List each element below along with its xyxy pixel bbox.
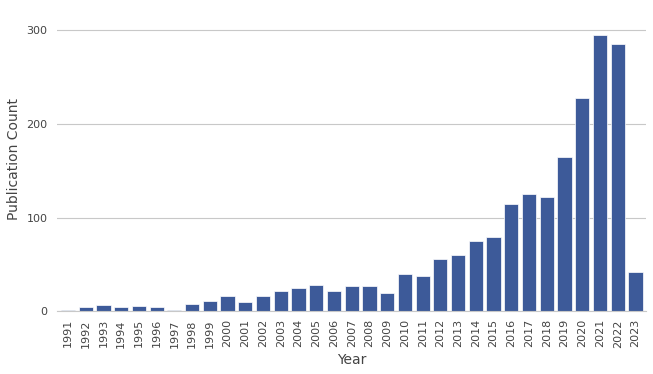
Bar — [78, 307, 93, 312]
Bar — [486, 236, 501, 312]
Bar — [238, 302, 253, 312]
Bar — [132, 306, 146, 312]
Bar — [150, 307, 164, 312]
Bar — [628, 272, 643, 312]
Bar — [469, 241, 483, 312]
Bar — [114, 307, 128, 312]
Bar — [345, 286, 358, 312]
Bar — [309, 285, 323, 312]
Bar — [593, 35, 607, 312]
Bar — [415, 276, 430, 312]
Bar — [398, 274, 412, 312]
Y-axis label: Publication Count: Publication Count — [7, 98, 21, 220]
X-axis label: Year: Year — [337, 353, 366, 367]
Bar — [362, 286, 377, 312]
Bar — [522, 194, 536, 312]
Bar — [575, 98, 589, 312]
Bar — [221, 295, 234, 312]
Bar — [504, 204, 518, 312]
Bar — [185, 304, 199, 312]
Bar — [256, 295, 270, 312]
Bar — [61, 310, 75, 312]
Bar — [274, 291, 288, 312]
Bar — [539, 197, 554, 312]
Bar — [327, 291, 341, 312]
Bar — [434, 259, 447, 312]
Bar — [451, 255, 465, 312]
Bar — [380, 293, 394, 312]
Bar — [202, 301, 217, 312]
Bar — [167, 310, 182, 312]
Bar — [611, 45, 625, 312]
Bar — [291, 288, 306, 312]
Bar — [558, 157, 571, 312]
Bar — [97, 305, 110, 312]
